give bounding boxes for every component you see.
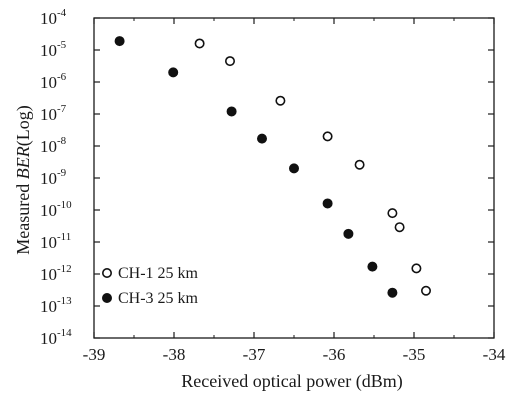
y-tick-base: 10	[40, 329, 57, 348]
ch3-data-point	[226, 106, 237, 117]
y-tick-base: 10	[40, 297, 57, 316]
ch1-data-point	[411, 263, 422, 274]
y-tick-label: 10-8	[40, 135, 67, 156]
y-tick-base: 10	[40, 233, 57, 252]
y-tick-exponent: -8	[57, 135, 67, 147]
y-tick-base: 10	[40, 265, 57, 284]
legend-marker-ch3	[102, 292, 113, 303]
y-tick-exponent: -4	[57, 7, 67, 19]
y-axis-title-suffix: (Log)	[13, 105, 34, 146]
x-ticks: -39 -38 -37 -36 -35 -34	[83, 18, 506, 364]
ch1-data-point	[194, 38, 205, 49]
legend-label-ch3: CH-3 25 km	[118, 290, 199, 307]
y-tick-base: 10	[40, 201, 57, 220]
y-tick-label: 10-6	[40, 71, 67, 92]
y-tick-base: 10	[40, 9, 57, 28]
x-tick-label: -34	[483, 345, 506, 364]
x-tick-label: -38	[163, 345, 186, 364]
ch3-data-point	[367, 261, 378, 272]
y-tick-base: 10	[40, 169, 57, 188]
y-tick-base: 10	[40, 137, 57, 156]
y-tick-label: 10-11	[40, 231, 71, 252]
y-tick-label: 10-5	[40, 39, 67, 60]
y-tick-exponent: -9	[57, 167, 67, 179]
y-tick-exponent: -7	[57, 103, 67, 115]
y-ticks: 10-410-510-610-710-810-910-1010-1110-121…	[40, 7, 494, 348]
y-axis-title-ber: BER	[13, 146, 33, 179]
y-tick-label: 10-4	[40, 7, 67, 28]
ch3-data-point	[387, 287, 398, 298]
y-tick-label: 10-13	[40, 295, 72, 316]
x-tick-label: -39	[83, 345, 106, 364]
y-tick-exponent: -14	[57, 327, 72, 339]
ch1-data-point	[354, 159, 365, 170]
ch3-data-point	[256, 133, 267, 144]
legend-label-ch1: CH-1 25 km	[118, 265, 199, 282]
y-tick-base: 10	[40, 105, 57, 124]
data-points	[114, 36, 431, 298]
y-tick-label: 10-14	[40, 327, 72, 348]
y-tick-label: 10-7	[40, 103, 67, 124]
ch1-data-point	[394, 222, 405, 233]
x-tick-label: -37	[243, 345, 266, 364]
y-tick-exponent: -11	[57, 231, 71, 243]
ch3-data-point	[322, 198, 333, 209]
y-tick-label: 10-10	[40, 199, 72, 220]
y-tick-base: 10	[40, 73, 57, 92]
y-tick-exponent: -6	[57, 71, 67, 83]
y-tick-label: 10-12	[40, 263, 72, 284]
y-tick-exponent: -12	[57, 263, 72, 275]
x-tick-label: -36	[323, 345, 346, 364]
ch1-data-point	[322, 131, 333, 142]
y-tick-exponent: -10	[57, 199, 72, 211]
x-tick-label: -35	[403, 345, 426, 364]
y-tick-base: 10	[40, 41, 57, 60]
y-axis-title-prefix: Measured	[13, 179, 33, 254]
y-tick-exponent: -13	[57, 295, 72, 307]
ch3-data-point	[114, 36, 125, 47]
ch1-data-point	[225, 56, 236, 67]
ch3-data-point	[168, 67, 179, 78]
y-tick-label: 10-9	[40, 167, 67, 188]
x-axis-title: Received optical power (dBm)	[181, 371, 402, 392]
ch3-data-point	[343, 228, 354, 239]
ch1-data-point	[420, 285, 431, 296]
legend-marker-ch1	[102, 267, 113, 278]
ch3-data-point	[288, 163, 299, 174]
y-axis-title: Measured BER(Log)	[13, 105, 34, 254]
y-tick-exponent: -5	[57, 39, 67, 51]
legend: CH-1 25 km CH-3 25 km	[102, 265, 199, 307]
ch1-data-point	[275, 95, 286, 106]
ch1-data-point	[387, 208, 398, 219]
